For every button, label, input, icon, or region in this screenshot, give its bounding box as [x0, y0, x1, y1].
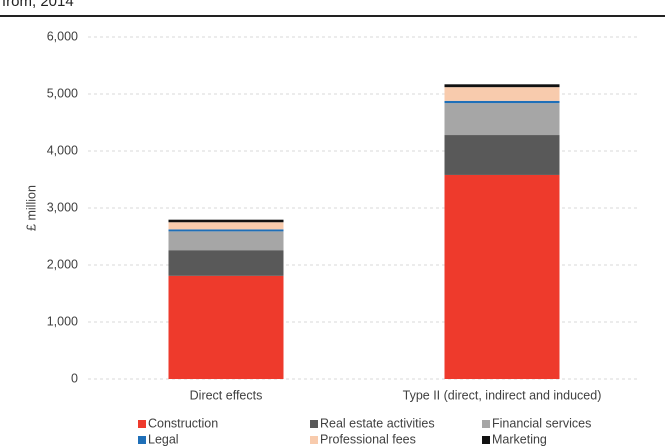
bar-segment — [444, 135, 560, 175]
legend-label: Financial services — [492, 416, 591, 430]
y-tick-label: 5,000 — [47, 86, 78, 100]
bar-segment — [444, 87, 560, 101]
y-tick-label: 1,000 — [47, 314, 78, 328]
bar-segment — [444, 174, 560, 379]
legend-label: Real estate activities — [320, 416, 435, 430]
legend-swatch — [310, 436, 318, 444]
y-tick-label: 3,000 — [47, 200, 78, 214]
y-tick-label: 0 — [71, 371, 78, 385]
legend-swatch — [310, 420, 318, 428]
bar-segment — [168, 219, 284, 223]
bar-segment — [444, 103, 560, 136]
legend-label: Professional fees — [320, 432, 416, 446]
bar-segment — [444, 100, 560, 104]
y-tick-label: 6,000 — [47, 29, 78, 43]
legend-label: Legal — [148, 432, 179, 446]
bar-segment — [168, 250, 284, 276]
legend-swatch — [482, 420, 490, 428]
y-tick-label: 2,000 — [47, 257, 78, 271]
x-tick-label: Type II (direct, indirect and induced) — [403, 388, 602, 402]
bar-segment — [168, 231, 284, 251]
y-tick-label: 4,000 — [47, 143, 78, 157]
chart-title: from, 2014 — [2, 0, 74, 10]
bar-segment — [168, 229, 284, 232]
bar-segment — [168, 275, 284, 379]
y-axis-label: £ million — [24, 185, 38, 231]
bar-segment — [444, 84, 560, 88]
legend-label: Marketing — [492, 432, 547, 446]
x-tick-label: Direct effects — [190, 388, 263, 402]
legend-swatch — [138, 436, 146, 444]
legend-label: Construction — [148, 416, 218, 430]
legend-swatch — [138, 420, 146, 428]
legend-swatch — [482, 436, 490, 444]
bar-segment — [168, 222, 284, 230]
